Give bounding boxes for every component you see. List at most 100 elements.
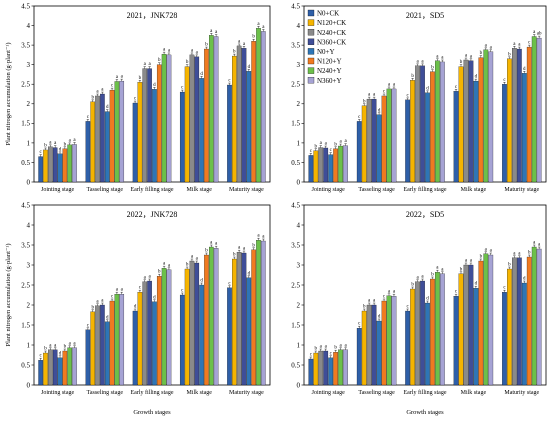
significance-letter: a: [191, 255, 194, 260]
significance-letter: a: [441, 267, 444, 272]
legend-swatch: [307, 57, 315, 65]
significance-letter: a: [73, 341, 76, 346]
bar-n0-y: [425, 302, 430, 386]
bar-n360-ck: [194, 262, 200, 386]
bar-n240-ck: [236, 252, 242, 386]
bar-n240-y: [67, 144, 72, 183]
bar-n360-y: [391, 296, 397, 386]
bar-n240-y: [435, 60, 440, 183]
significance-letter: a: [49, 140, 52, 145]
significance-letter: a: [518, 251, 521, 256]
bar-n0-y: [57, 357, 63, 386]
x-tick-label: Milk stage: [186, 390, 212, 396]
significance-letter: a: [101, 299, 104, 304]
significance-letter: a: [533, 241, 536, 246]
y-tick-label: 1: [297, 139, 301, 147]
bar-n240-y: [435, 272, 440, 386]
bar-n0-y: [104, 111, 110, 183]
plot-frame: [303, 5, 547, 183]
significance-letter: a: [490, 45, 493, 50]
bar-n120-ck: [313, 150, 319, 183]
bar-n0-ck: [502, 84, 507, 183]
significance-letter: b: [205, 43, 208, 48]
bar-n360-ck: [241, 48, 247, 183]
bar-n240-y: [531, 36, 537, 183]
y-tick-label: 3.5: [21, 42, 30, 50]
bar-n240-y: [256, 240, 261, 386]
x-tick-label: Early filling stage: [131, 389, 174, 396]
bar-n240-y: [338, 145, 343, 183]
significance-letter: a: [243, 42, 246, 47]
x-tick-label: Milk stage: [461, 187, 487, 193]
bar-n120-y: [333, 352, 338, 386]
bar-n360-ck: [420, 65, 425, 183]
bar-n120-y: [381, 95, 387, 183]
x-tick-label: Early filling stage: [404, 389, 447, 396]
y-tick-label: 4: [297, 22, 301, 30]
bar-n120-ck: [313, 352, 319, 386]
significance-letter: a: [465, 259, 468, 264]
y-tick-label: 3: [297, 261, 301, 269]
bar-n0-y: [425, 92, 430, 183]
significance-letter: a: [513, 42, 516, 47]
significance-letter: b: [64, 345, 67, 350]
x-tick-label: Milk stage: [461, 390, 487, 396]
bar-n120-y: [156, 64, 162, 183]
significance-letter: d: [523, 277, 526, 282]
y-tick-label: 1: [297, 341, 301, 349]
significance-letter: a: [163, 48, 166, 53]
significance-letter: c: [503, 286, 506, 291]
bar-n0-ck: [38, 360, 43, 386]
bar-n240-y: [67, 347, 72, 386]
significance-letter: c: [358, 115, 361, 120]
y-tick-label: 4.5: [21, 201, 30, 209]
significance-letter: b: [431, 65, 434, 70]
bar-n240-ck: [366, 98, 372, 183]
significance-letter: a: [96, 299, 99, 304]
significance-letter: a: [441, 55, 444, 60]
legend-swatch: [307, 19, 315, 26]
significance-letter: c: [383, 295, 386, 300]
significance-letter: b: [44, 347, 47, 352]
bar-n360-y: [343, 349, 348, 386]
significance-letter: b: [233, 50, 236, 55]
significance-letter: b: [334, 346, 337, 351]
bar-n360-ck: [241, 252, 247, 386]
bar-n120-y: [156, 276, 162, 386]
bar-n240-ck: [318, 350, 324, 386]
legend-swatch: [307, 77, 315, 84]
bar-n120-ck: [43, 352, 48, 386]
significance-letter: a: [101, 88, 104, 93]
x-tick-label: Tasseling stage: [358, 187, 395, 193]
y-tick-label: 0: [297, 178, 301, 186]
significance-letter: d: [59, 351, 62, 356]
x-tick-label: Maturity stage: [229, 187, 264, 193]
significance-letter: a: [344, 139, 347, 144]
significance-letter: a: [533, 30, 536, 35]
bar-n0-ck: [356, 121, 362, 183]
bar-n240-y: [209, 35, 214, 183]
bar-n360-ck: [147, 68, 152, 183]
bar-n120-ck: [137, 82, 143, 183]
significance-letter: a: [373, 93, 376, 98]
significance-letter: a: [339, 140, 342, 145]
significance-letter: d: [378, 108, 381, 113]
bar-n120-ck: [361, 310, 367, 386]
bar-n120-y: [62, 148, 68, 183]
bar-n0-ck: [308, 358, 314, 386]
bar-n360-ck: [371, 304, 377, 386]
significance-letter: a: [54, 343, 57, 348]
y-tick-label: 3.5: [21, 241, 30, 249]
significance-letter: b: [528, 251, 531, 256]
legend-label: N0+Y: [317, 48, 335, 56]
significance-letter: a: [210, 241, 213, 246]
bar-n360-y: [536, 37, 542, 183]
significance-letter: b: [411, 283, 414, 288]
significance-letter: c: [407, 305, 410, 310]
bar-n0-ck: [227, 287, 232, 386]
significance-letter: a: [121, 288, 124, 293]
bar-n240-y: [483, 49, 489, 183]
panel-title: 2022，SD5: [406, 210, 444, 219]
y-axis-label: Plant nitrogen accumulation (g·plant⁻¹): [5, 42, 12, 145]
significance-letter: c: [111, 84, 114, 89]
